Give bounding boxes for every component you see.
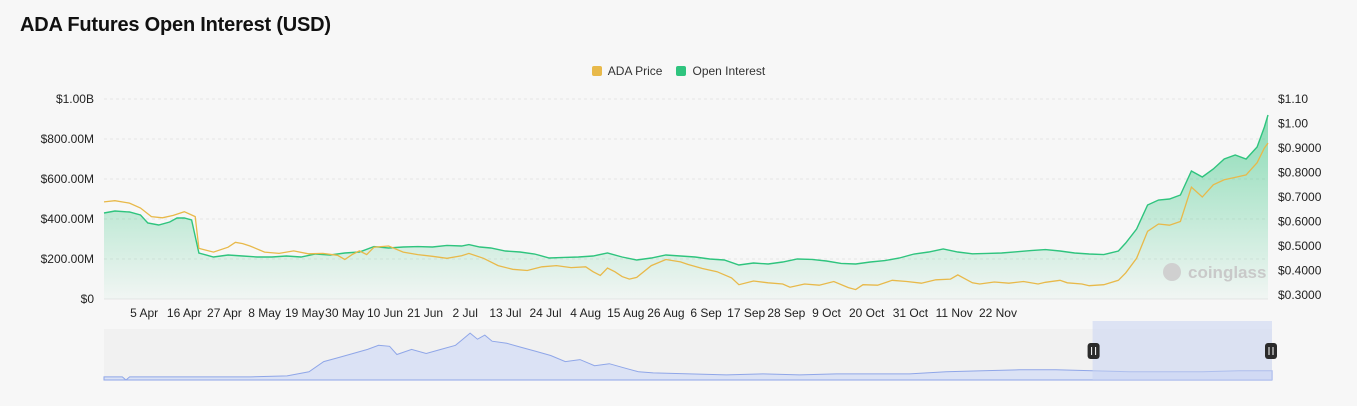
x-tick-label: 28 Sep: [767, 306, 805, 320]
legend-swatch-ada-price: [591, 66, 602, 76]
x-tick-label: 15 Aug: [607, 306, 644, 320]
open-interest-line: [103, 114, 1269, 266]
legend-item-ada-price[interactable]: ADA Price: [591, 64, 663, 78]
x-tick-label: 13 Jul: [489, 306, 521, 320]
y-right-tick-label: $0.3000: [1278, 288, 1322, 302]
x-tick-label: 16 Apr: [167, 306, 202, 320]
x-tick-label: 17 Sep: [727, 306, 765, 320]
x-tick-label: 31 Oct: [893, 306, 929, 320]
y-left-tick-label: $800.00M: [41, 132, 94, 146]
coinglass-watermark-text: coinglass: [1188, 263, 1266, 282]
y-right-tick-label: $0.6000: [1278, 215, 1322, 229]
x-tick-label: 19 May: [285, 306, 324, 320]
range-navigator[interactable]: [103, 321, 1277, 381]
legend-swatch-open-interest: [676, 66, 687, 76]
y-right-tick-label: $1.00: [1278, 117, 1308, 131]
x-tick-label: 10 Jun: [367, 306, 403, 320]
y-axis-right: $0.3000 $0.4000 $0.5000 $0.6000 $0.7000 $0.80…: [1278, 92, 1322, 302]
coinglass-watermark: coinglass: [1163, 263, 1266, 282]
y-left-tick-label: $600.00M: [41, 172, 94, 186]
x-tick-label: 22 Nov: [979, 306, 1017, 320]
navigator-area: [103, 332, 1273, 381]
y-axis-left: $0 $200.00M $400.00M $600.00M $800.00M $1.00B: [41, 92, 95, 306]
y-right-tick-label: $0.4000: [1278, 264, 1322, 278]
series-layer: [103, 114, 1269, 299]
x-tick-label: 8 May: [248, 306, 281, 320]
legend-label-open-interest: Open Interest: [692, 64, 766, 78]
x-tick-label: 6 Sep: [690, 306, 722, 320]
navigator-handle-left[interactable]: [1087, 343, 1100, 359]
handle-grip: [1087, 343, 1100, 359]
x-tick-label: 2 Jul: [453, 306, 478, 320]
x-tick-label: 9 Oct: [812, 306, 841, 320]
x-tick-label: 20 Oct: [849, 306, 885, 320]
y-right-tick-label: $0.5000: [1278, 239, 1322, 253]
x-tick-label: 5 Apr: [130, 306, 158, 320]
x-tick-label: 27 Apr: [207, 306, 242, 320]
x-tick-label: 26 Aug: [647, 306, 684, 320]
handle-grip: [1265, 343, 1277, 359]
y-left-tick-label: $200.00M: [41, 252, 94, 266]
x-tick-label: 24 Jul: [530, 306, 562, 320]
legend-label-ada-price: ADA Price: [607, 64, 663, 78]
y-left-tick-label: $1.00B: [56, 92, 94, 106]
y-right-tick-label: $0.7000: [1278, 190, 1322, 204]
chart-legend: ADA Price Open Interest: [0, 64, 1357, 78]
chart-title: ADA Futures Open Interest (USD): [20, 14, 331, 36]
x-axis: 5 Apr 16 Apr 27 Apr 8 May 19 May 30 May 10 Jun…: [130, 306, 1017, 320]
coinglass-logo-icon: [1163, 263, 1181, 281]
y-right-tick-label: $0.8000: [1278, 166, 1322, 180]
ada-price-line: [103, 142, 1269, 291]
navigator-handle-right[interactable]: [1265, 343, 1277, 359]
legend-item-open-interest[interactable]: Open Interest: [676, 64, 765, 78]
open-interest-area: [104, 115, 1268, 299]
y-left-tick-label: $0: [81, 292, 95, 306]
y-right-tick-label: $1.10: [1278, 92, 1308, 106]
y-right-tick-label: $0.9000: [1278, 141, 1322, 155]
x-tick-label: 11 Nov: [936, 306, 973, 320]
y-left-tick-label: $400.00M: [41, 212, 94, 226]
x-tick-label: 30 May: [325, 306, 364, 320]
navigator-selection: [1092, 321, 1272, 380]
x-tick-label: 4 Aug: [570, 306, 601, 320]
x-tick-label: 21 Jun: [407, 306, 443, 320]
